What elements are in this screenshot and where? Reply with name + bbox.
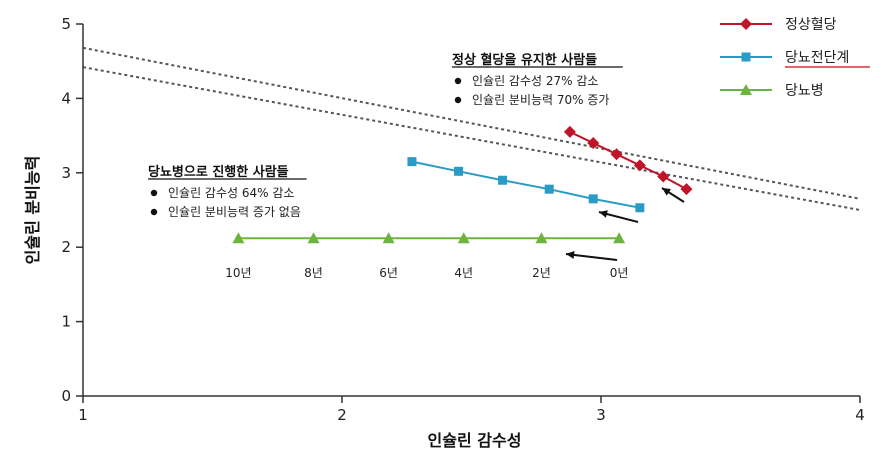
series-2-point-1	[307, 232, 320, 244]
series-2-point-4	[535, 232, 548, 244]
y-axis-title: 인슐린 분비능력	[23, 156, 42, 265]
y-tick-label-2: 2	[61, 238, 71, 256]
series-2-point-3	[457, 232, 470, 244]
series-2-point-5	[613, 232, 626, 244]
x-tick-label-4: 4	[855, 406, 865, 424]
x-tick-label-3: 3	[596, 406, 606, 424]
x-axis-title: 인슐린 감수성	[428, 431, 522, 450]
year-label-3: 4년	[454, 266, 473, 280]
annotation-normal-item-0: 인슐린 감수성 27% 감소	[472, 74, 598, 88]
year-label-1: 8년	[304, 266, 323, 280]
annotation-diabetes-item-0: 인슐린 감수성 64% 감소	[168, 186, 294, 200]
year-label-2: 6년	[379, 266, 398, 280]
series-0-point-5	[680, 183, 693, 196]
year-label-0: 10년	[225, 266, 251, 280]
series-0-point-2	[610, 148, 623, 161]
y-tick-label-4: 4	[61, 89, 71, 107]
series-0-point-4	[657, 170, 670, 183]
year-label-4: 2년	[532, 266, 551, 280]
series-2-point-2	[382, 232, 395, 244]
x-tick-label-2: 2	[337, 406, 347, 424]
annotation-normal-bullet-1	[454, 96, 462, 104]
trend-arrow-normal-head	[662, 188, 671, 196]
x-tick-label-1: 1	[78, 406, 88, 424]
series-2-point-0	[232, 232, 245, 244]
y-tick-label-5: 5	[61, 15, 71, 33]
legend-label-1: 당뇨전단계	[785, 50, 849, 66]
series-1-point-2	[498, 175, 508, 185]
legend-marker-1	[741, 52, 751, 62]
series-1-point-4	[588, 194, 598, 204]
series-0-point-3	[633, 159, 646, 172]
legend-marker-0	[740, 18, 752, 30]
trend-arrow-diabetes-shaft	[565, 253, 618, 261]
y-tick-label-1: 1	[61, 313, 71, 331]
annotation-normal-bullet-0	[454, 77, 462, 85]
year-label-5: 0년	[610, 266, 629, 280]
series-1-point-5	[635, 203, 645, 213]
legend-label-2: 당뇨병	[785, 83, 824, 99]
annotation-diabetes-bullet-1	[150, 208, 158, 216]
annotation-normal-item-1: 인슐린 분비능력 70% 증가	[472, 93, 609, 107]
y-tick-label-3: 3	[61, 164, 71, 182]
annotation-diabetes-item-1: 인슐린 분비능력 증가 없음	[168, 205, 301, 219]
series-0-point-1	[587, 137, 600, 150]
trend-arrow-diabetes-head	[566, 251, 575, 259]
series-1-point-3	[544, 184, 554, 194]
legend-label-0: 정상혈당	[785, 17, 837, 33]
series-1-point-1	[454, 166, 464, 176]
y-tick-label-0: 0	[61, 387, 71, 405]
trend-arrow-prediabetes-head	[599, 210, 608, 218]
series-line-1	[411, 160, 641, 209]
series-1-point-0	[407, 157, 417, 167]
annotation-normal-title: 정상 혈당을 유지한 사람들	[452, 52, 597, 68]
legend-marker-2	[740, 84, 752, 95]
series-0-point-0	[563, 125, 576, 138]
annotation-diabetes-bullet-0	[150, 189, 158, 197]
annotation-diabetes-title: 당뇨병으로 진행한 사람들	[148, 164, 289, 180]
